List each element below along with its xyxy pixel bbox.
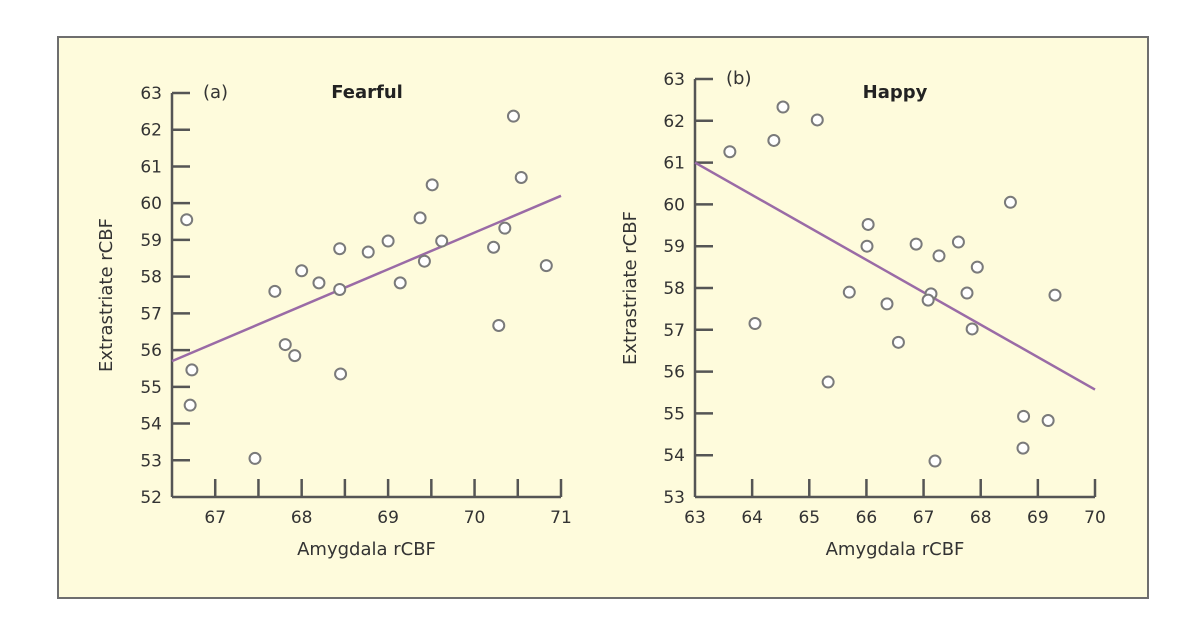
x-tick-label: 69 — [1027, 508, 1049, 528]
x-tick-label: 70 — [464, 508, 486, 528]
data-point — [748, 317, 762, 331]
data-point — [333, 242, 347, 256]
y-tick-label: 58 — [663, 279, 685, 299]
x-axis-title: Amygdala rCBF — [826, 539, 965, 560]
y-tick-label: 61 — [140, 157, 162, 177]
data-point — [951, 235, 965, 249]
y-axis-title: Extrastriate rCBF — [96, 218, 117, 372]
data-point — [861, 217, 875, 231]
data-point — [891, 335, 905, 349]
data-point — [361, 245, 375, 259]
data-point — [487, 240, 501, 254]
data-point — [381, 234, 395, 248]
x-tick-label: 68 — [970, 508, 992, 528]
trend-line — [171, 194, 562, 363]
y-tick-label: 60 — [663, 195, 685, 215]
y-tick-label: 63 — [140, 84, 162, 104]
panel-label: (a) — [203, 82, 228, 103]
data-point — [960, 286, 974, 300]
y-tick-label: 53 — [140, 451, 162, 471]
x-tick-label: 66 — [856, 508, 878, 528]
y-tick-label: 63 — [663, 70, 685, 90]
data-point — [498, 221, 512, 235]
data-point — [821, 375, 835, 389]
y-tick-label: 55 — [663, 404, 685, 424]
x-tick-label: 70 — [1084, 508, 1106, 528]
data-point — [413, 211, 427, 225]
y-tick-label: 56 — [140, 341, 162, 361]
data-point — [810, 113, 824, 127]
y-tick-label: 54 — [663, 446, 685, 466]
y-tick-label: 58 — [140, 268, 162, 288]
data-point — [180, 213, 194, 227]
data-point — [183, 398, 197, 412]
trend-line — [694, 161, 1096, 391]
y-tick-label: 60 — [140, 194, 162, 214]
panel-label: (b) — [726, 68, 751, 89]
y-tick-label: 57 — [140, 304, 162, 324]
data-point — [425, 178, 439, 192]
y-tick-label: 54 — [140, 415, 162, 435]
data-point — [514, 170, 528, 184]
y-tick-label: 57 — [663, 321, 685, 341]
data-point — [970, 260, 984, 274]
data-point — [185, 363, 199, 377]
data-point — [435, 234, 449, 248]
data-point — [928, 454, 942, 468]
panel-title: Happy — [863, 82, 928, 103]
x-tick-label: 67 — [913, 508, 935, 528]
data-point — [1017, 409, 1031, 423]
data-point — [393, 276, 407, 290]
data-point — [506, 109, 520, 123]
y-tick-label: 62 — [663, 112, 685, 132]
data-point — [932, 249, 946, 263]
y-tick-label: 53 — [663, 488, 685, 508]
data-point — [312, 276, 326, 290]
data-point — [1048, 288, 1062, 302]
data-point — [1016, 441, 1030, 455]
data-point — [539, 259, 553, 273]
data-point — [880, 297, 894, 311]
data-point — [842, 285, 856, 299]
data-point — [965, 322, 979, 336]
data-point — [1041, 414, 1055, 428]
data-point — [767, 133, 781, 147]
x-tick-label: 65 — [798, 508, 820, 528]
data-point — [334, 367, 348, 381]
x-tick-label: 68 — [291, 508, 313, 528]
y-tick-label: 55 — [140, 378, 162, 398]
data-point — [268, 284, 282, 298]
y-tick-label: 56 — [663, 363, 685, 383]
x-tick-label: 67 — [204, 508, 226, 528]
data-point — [921, 293, 935, 307]
data-point — [295, 264, 309, 278]
y-tick-label: 62 — [140, 121, 162, 141]
y-tick-label: 52 — [140, 488, 162, 508]
y-tick-label: 59 — [663, 237, 685, 257]
data-point — [288, 349, 302, 363]
y-tick-label: 61 — [663, 154, 685, 174]
x-tick-label: 64 — [741, 508, 763, 528]
data-point — [860, 239, 874, 253]
data-point — [278, 338, 292, 352]
data-point — [333, 282, 347, 296]
x-axis-title: Amygdala rCBF — [297, 539, 436, 560]
data-point — [417, 254, 431, 268]
data-point — [776, 100, 790, 114]
data-point — [248, 451, 262, 465]
x-tick-label: 71 — [550, 508, 572, 528]
data-point — [909, 237, 923, 251]
y-tick-label: 59 — [140, 231, 162, 251]
x-tick-label: 69 — [377, 508, 399, 528]
data-point — [1003, 195, 1017, 209]
y-axis-title: Extrastriate rCBF — [620, 211, 641, 365]
data-point — [492, 318, 506, 332]
data-point — [723, 145, 737, 159]
x-tick-label: 63 — [684, 508, 706, 528]
panel-title: Fearful — [331, 82, 403, 103]
